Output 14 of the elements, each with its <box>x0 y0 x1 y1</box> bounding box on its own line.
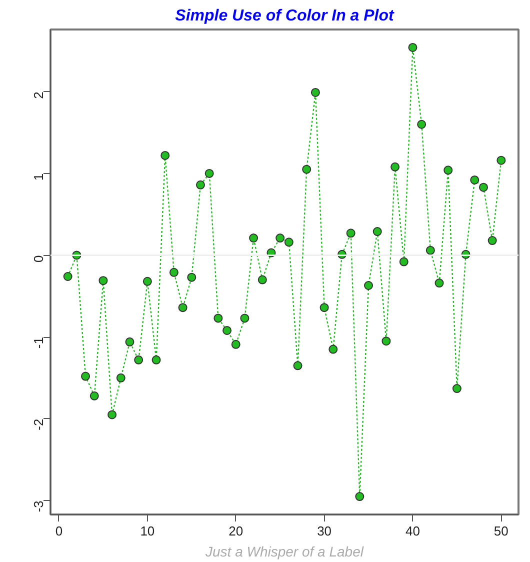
y-tick-label: 2 <box>31 92 46 99</box>
x-tick-label: 0 <box>55 524 63 538</box>
chart-title: Simple Use of Color In a Plot <box>175 8 395 24</box>
x-axis-title: Just a Whisper of a Label <box>204 544 364 560</box>
y-tick-label: -3 <box>31 500 46 512</box>
x-tick-label: 20 <box>228 524 244 538</box>
x-tick-label: 10 <box>140 524 155 538</box>
y-tick-label: 1 <box>31 173 46 181</box>
y-tick-label: -2 <box>31 418 46 430</box>
x-tick-label: 50 <box>494 524 508 538</box>
y-tick-label: -1 <box>31 337 46 349</box>
y-tick-label: 0 <box>31 255 46 262</box>
x-tick-label: 30 <box>317 524 332 538</box>
x-tick-label: 40 <box>406 524 420 538</box>
